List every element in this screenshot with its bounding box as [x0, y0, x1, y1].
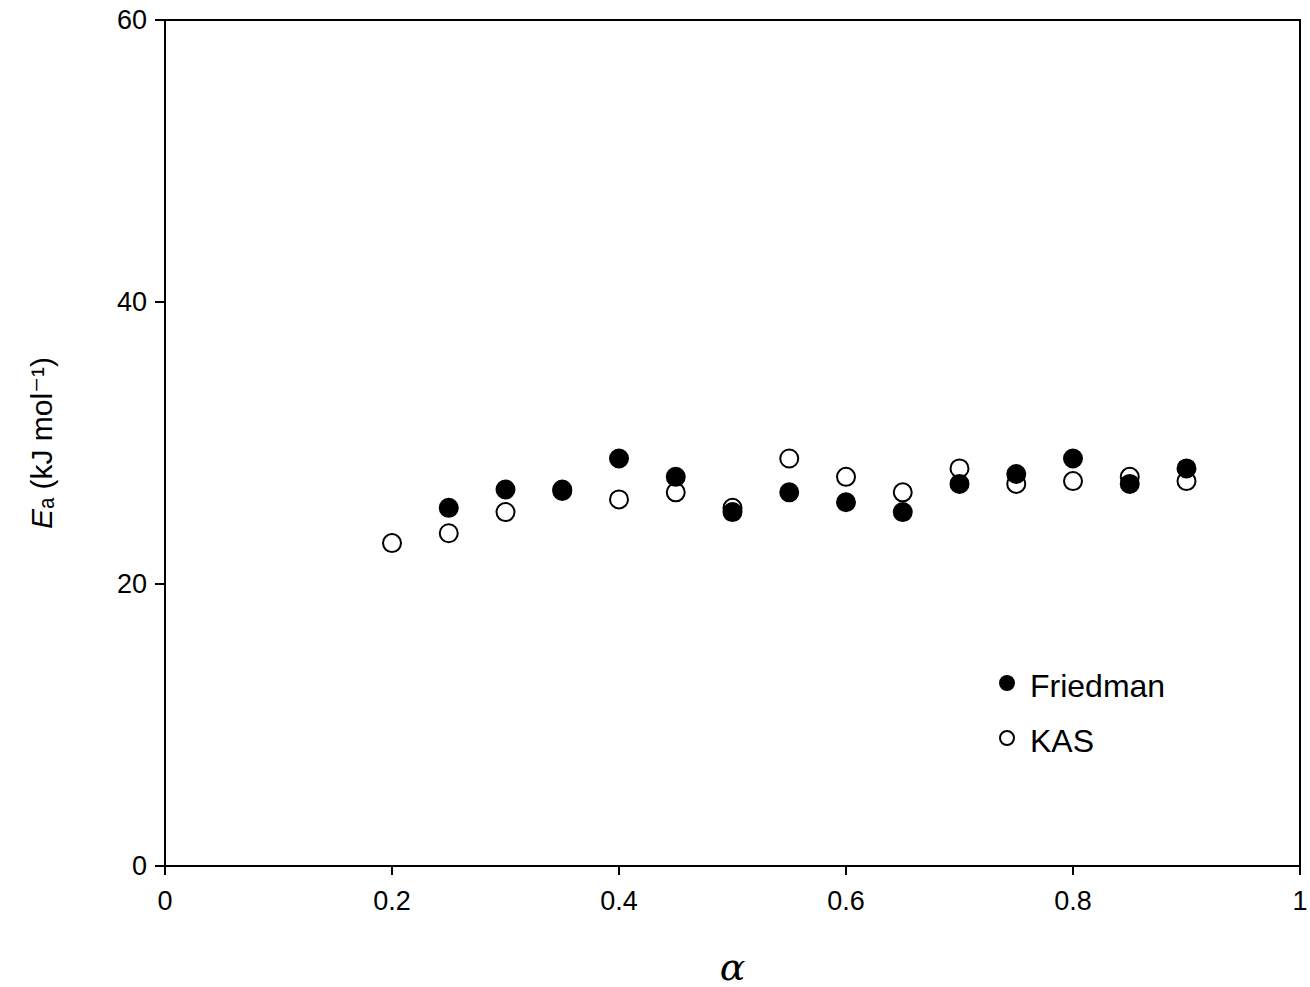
point [383, 534, 401, 552]
point [610, 490, 628, 508]
y-label-part: E [25, 508, 58, 529]
x-tick [618, 866, 620, 875]
point [1178, 459, 1196, 477]
x-tick-label: 1 [1292, 886, 1307, 916]
legend: Friedman KAS [1000, 668, 1165, 759]
y-tick-label: 20 [117, 569, 147, 599]
y-tick [155, 301, 165, 303]
point [497, 503, 515, 521]
y-axis-label: Eₐ (kJ mol⁻¹) [25, 357, 58, 529]
point [724, 503, 742, 521]
x-tick [391, 866, 393, 875]
point [894, 503, 912, 521]
legend-marker [1000, 731, 1014, 745]
y-tick [155, 865, 165, 867]
point [1007, 465, 1025, 483]
points [383, 450, 1196, 553]
x-tick-label: 0.6 [827, 886, 865, 916]
legend-marker [1000, 676, 1014, 690]
point [610, 450, 628, 468]
y-tick-label: 0 [132, 851, 147, 881]
x-tick-label: 0 [157, 886, 172, 916]
x-tick-label: 0.8 [1054, 886, 1092, 916]
legend-label: Friedman [1030, 668, 1165, 704]
y-tick-label: 40 [117, 287, 147, 317]
point [553, 481, 571, 499]
point [440, 499, 458, 517]
x-tick [164, 866, 166, 875]
point [1064, 450, 1082, 468]
x-tick [1299, 866, 1301, 875]
x-tick [845, 866, 847, 875]
y-tick [155, 19, 165, 21]
plot-frame [165, 20, 1300, 866]
point [667, 468, 685, 486]
x-axis-label: α [720, 945, 746, 987]
x-tick-label: 0.2 [373, 886, 411, 916]
point [837, 468, 855, 486]
point [497, 481, 515, 499]
point [1121, 475, 1139, 493]
y-tick [155, 583, 165, 585]
point [894, 483, 912, 501]
y-label-part: ₐ (kJ mol⁻¹) [25, 357, 58, 509]
point [951, 475, 969, 493]
legend-label: KAS [1030, 723, 1094, 759]
x-tick [1072, 866, 1074, 875]
point [440, 524, 458, 542]
y-tick-label: 60 [117, 5, 147, 35]
point [780, 483, 798, 501]
point [837, 493, 855, 511]
point [1064, 472, 1082, 490]
point [780, 450, 798, 468]
x-tick-label: 0.4 [600, 886, 638, 916]
chart: 0 0.2 0.4 0.6 0.8 1 0 20 40 60 α Eₐ (kJ mol⁻¹) Fried… [0, 0, 1310, 987]
